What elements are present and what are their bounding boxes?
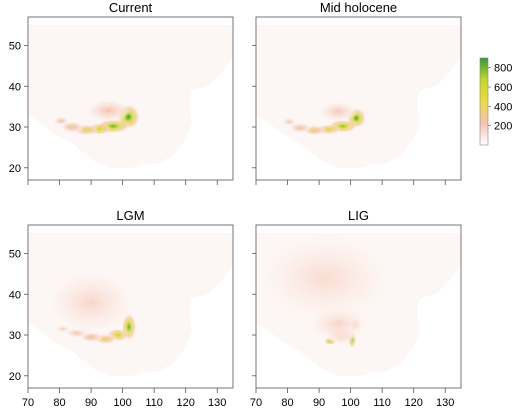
x-tick-label: 120	[177, 397, 195, 409]
panel-lgm: LGM 70 80 90 100 110 120 130 20 30 40 50	[9, 208, 234, 409]
x-tick-label: 100	[341, 397, 359, 409]
panel-mid-holocene: Mid holocene	[252, 0, 462, 185]
x-tick-label: 80	[281, 397, 293, 409]
legend-tick-label: 600	[494, 82, 512, 94]
x-tick-label: 130	[208, 397, 226, 409]
y-tick-label: 20	[9, 371, 21, 383]
hotspot	[281, 117, 297, 126]
background-region	[256, 25, 461, 168]
y-tick-label: 40	[9, 289, 21, 301]
hotspot	[289, 122, 312, 134]
y-tick-label: 30	[9, 330, 21, 342]
panel-title: Current	[109, 0, 153, 15]
x-tick-label: 130	[436, 397, 454, 409]
x-tick-label: 110	[145, 397, 163, 409]
legend-tick-label: 800	[494, 63, 512, 75]
x-tick-label: 110	[373, 397, 391, 409]
x-tick-label: 90	[85, 397, 97, 409]
y-tick-label: 20	[9, 163, 21, 175]
x-tick-label: 70	[22, 397, 34, 409]
panel-title: LGM	[116, 208, 144, 223]
hotspot	[45, 269, 137, 336]
color-legend: 200 400 600 800	[479, 57, 512, 146]
x-tick-label: 100	[113, 397, 131, 409]
panel-title: Mid holocene	[320, 0, 397, 15]
y-tick-label: 30	[9, 122, 21, 134]
panel-current: Current 20 30 40 50	[9, 0, 234, 185]
panel-frame	[255, 16, 462, 181]
y-tick-label: 40	[9, 81, 21, 93]
y-tick-label: 50	[9, 41, 21, 53]
legend-bar	[479, 57, 489, 146]
panels: Current 20 30 40 50 Mid holocene LGM 70 80 90 100 1…	[9, 0, 462, 409]
x-tick-label: 90	[313, 397, 325, 409]
background-region	[28, 25, 233, 168]
x-tick-label: 120	[405, 397, 423, 409]
x-tick-label: 70	[250, 397, 262, 409]
x-tick-label: 80	[53, 397, 65, 409]
legend-tick-label: 400	[494, 101, 512, 113]
panel-lig: LIG 70 80 90 100 110 120 130	[250, 208, 462, 409]
panel-frame	[27, 16, 234, 181]
hotspot	[85, 98, 132, 123]
hotspot	[317, 101, 359, 122]
hotspot	[256, 232, 397, 324]
panel-frame	[255, 224, 462, 389]
hotspot	[53, 116, 70, 126]
y-tick-label: 50	[9, 249, 21, 261]
panel-title: LIG	[348, 208, 369, 223]
panel-frame	[27, 224, 234, 389]
legend-tick-label: 200	[494, 121, 512, 133]
